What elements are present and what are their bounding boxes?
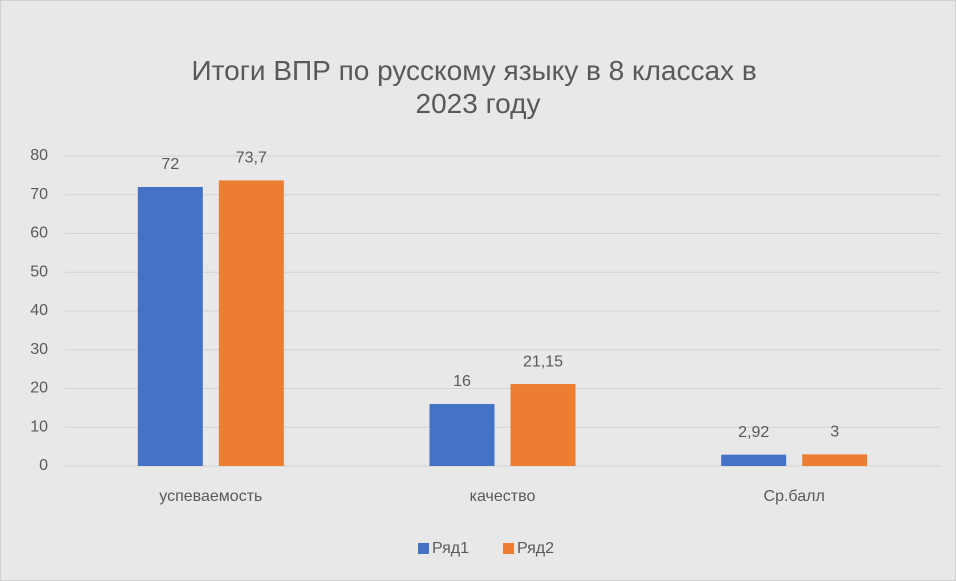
legend-label: Ряд1 (432, 540, 469, 557)
data-label: 2,92 (738, 424, 769, 441)
bar (510, 384, 576, 466)
bar (137, 187, 203, 466)
legend-label: Ряд2 (517, 540, 554, 557)
bar (721, 454, 787, 466)
data-label: 73,7 (236, 150, 267, 167)
data-label: 21,15 (523, 353, 563, 370)
bar (802, 454, 868, 466)
bar (218, 180, 284, 466)
x-tick-label: успеваемость (159, 488, 262, 505)
x-tick-label: Ср.балл (764, 488, 825, 505)
y-tick-label: 10 (30, 418, 48, 435)
y-tick-label: 80 (30, 147, 48, 164)
y-tick-label: 60 (30, 225, 48, 242)
y-tick-label: 70 (30, 186, 48, 203)
y-tick-label: 30 (30, 341, 48, 358)
legend-swatch (503, 543, 514, 554)
y-tick-label: 50 (30, 263, 48, 280)
chart-title: Итоги ВПР по русскому языку в 8 классах … (192, 55, 765, 119)
y-tick-label: 0 (39, 457, 48, 474)
data-label: 72 (161, 156, 179, 173)
data-label: 16 (453, 373, 471, 390)
data-label: 3 (830, 424, 839, 441)
y-tick-label: 40 (30, 302, 48, 319)
x-tick-label: качество (470, 488, 536, 505)
legend-swatch (418, 543, 429, 554)
bar (429, 404, 495, 466)
y-tick-label: 20 (30, 380, 48, 397)
